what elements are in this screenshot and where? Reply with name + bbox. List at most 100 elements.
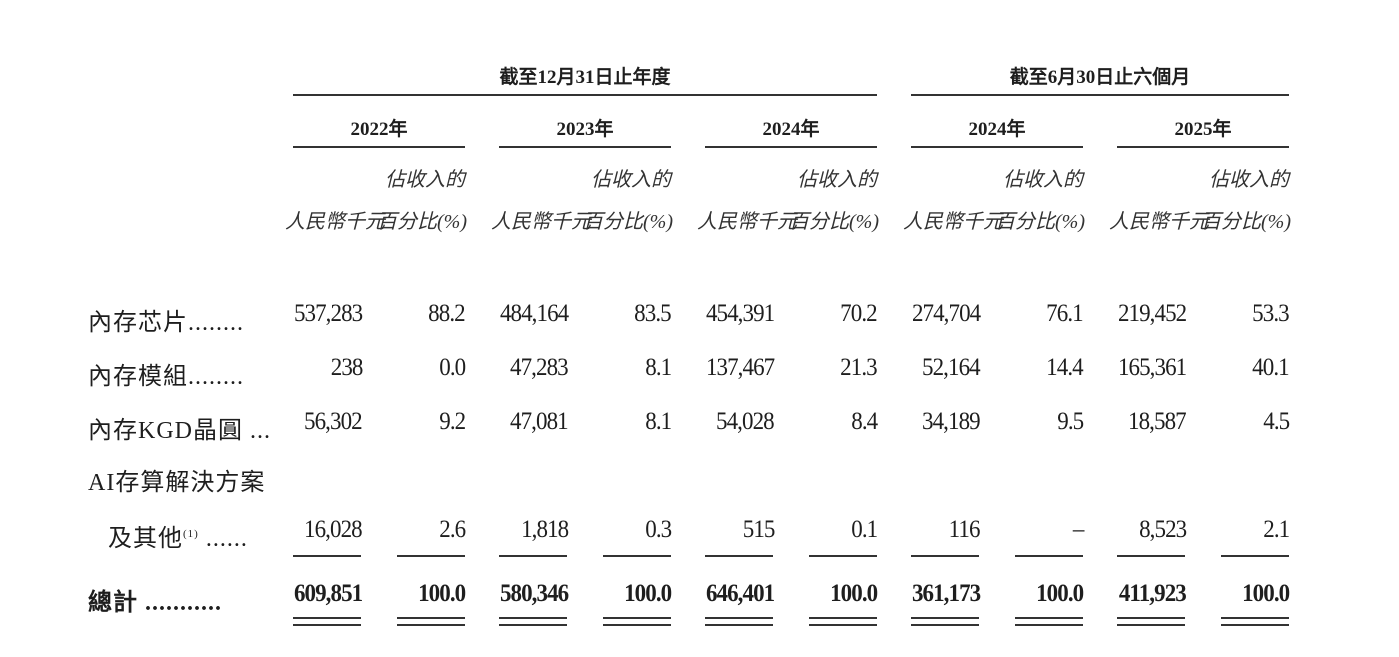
rmb-value: 116: [949, 516, 981, 543]
row-label: 內存KGD晶圓 ...: [88, 418, 271, 444]
pct-header-line2: 百分比(%): [583, 211, 673, 233]
total-double-rule: [809, 617, 877, 619]
subtotal-rule: [603, 555, 671, 557]
subtotal-rule: [1221, 555, 1289, 557]
total-double-rule: [397, 617, 465, 619]
pct-value: 9.2: [439, 408, 466, 435]
rmb-value: 361,173: [911, 580, 981, 607]
pct-value: 8.1: [645, 408, 672, 435]
rmb-value: 484,164: [499, 300, 569, 327]
row-label: 總計 ...........: [88, 590, 222, 616]
total-double-rule: [603, 617, 671, 619]
pct-value: 0.3: [645, 516, 672, 543]
subtotal-rule: [911, 555, 979, 557]
rmb-value: 47,081: [510, 408, 569, 435]
rmb-value: 537,283: [293, 300, 363, 327]
rmb-value: 16,028: [304, 516, 363, 543]
subtotal-rule: [705, 555, 773, 557]
rmb-value: 454,391: [705, 300, 775, 327]
rmb-value: 580,346: [499, 580, 569, 607]
rmb-value: 137,467: [705, 354, 775, 381]
total-double-rule: [397, 624, 465, 626]
divider: [911, 146, 1083, 148]
pct-value: 88.2: [428, 300, 465, 327]
rmb-header: 人民幣千元: [1109, 211, 1209, 233]
subtotal-rule: [1117, 555, 1185, 557]
label-text: 及其他: [108, 526, 183, 552]
group-header-half: 截至6月30日止六個月: [1009, 67, 1191, 88]
total-double-rule: [293, 617, 361, 619]
rmb-value: 54,028: [716, 408, 775, 435]
total-double-rule: [499, 624, 567, 626]
pct-value: 40.1: [1252, 354, 1289, 381]
row-label-cont: 及其他(1) ......: [108, 518, 248, 553]
pct-value: 53.3: [1252, 300, 1289, 327]
pct-header-line1: 佔收入的: [797, 169, 877, 191]
rmb-header: 人民幣千元: [285, 211, 385, 233]
pct-value: 8.1: [645, 354, 672, 381]
pct-value: 8.4: [851, 408, 878, 435]
rmb-value: 34,189: [922, 408, 981, 435]
rmb-value: 238: [330, 354, 363, 381]
pct-header-line2: 百分比(%): [789, 211, 879, 233]
total-double-rule: [705, 624, 773, 626]
pct-header-line1: 佔收入的: [385, 169, 465, 191]
rmb-value: 219,452: [1117, 300, 1187, 327]
rmb-value: 47,283: [510, 354, 569, 381]
pct-value: 14.4: [1046, 354, 1083, 381]
rmb-value: 52,164: [922, 354, 981, 381]
pct-value: 83.5: [634, 300, 671, 327]
pct-value: 100.0: [417, 580, 466, 607]
rmb-header: 人民幣千元: [903, 211, 1003, 233]
pct-header-line1: 佔收入的: [591, 169, 671, 191]
leader-dots: ......: [198, 526, 248, 552]
pct-value: 2.1: [1263, 516, 1290, 543]
total-double-rule: [293, 624, 361, 626]
pct-value: 21.3: [840, 354, 877, 381]
pct-value: 0.1: [851, 516, 878, 543]
total-double-rule: [1015, 617, 1083, 619]
rmb-value: 411,923: [1118, 580, 1187, 607]
footnote-marker: (1): [183, 528, 199, 540]
pct-header-line1: 佔收入的: [1209, 169, 1289, 191]
pct-value: 2.6: [439, 516, 466, 543]
rmb-value: 274,704: [911, 300, 981, 327]
divider: [1117, 146, 1289, 148]
rmb-value: 515: [742, 516, 775, 543]
group-header-year: 截至12月31日止年度: [499, 67, 671, 88]
pct-header-line2: 百分比(%): [1201, 211, 1291, 233]
rmb-value: 8,523: [1138, 516, 1187, 543]
period-header: 2024年: [762, 119, 820, 140]
total-double-rule: [705, 617, 773, 619]
divider: [293, 146, 465, 148]
pct-value: 4.5: [1263, 408, 1290, 435]
divider: [911, 94, 1289, 96]
subtotal-rule: [1015, 555, 1083, 557]
rmb-value: 609,851: [293, 580, 363, 607]
total-double-rule: [809, 624, 877, 626]
pct-value: 100.0: [1241, 580, 1290, 607]
subtotal-rule: [293, 555, 361, 557]
row-label: 內存模組........: [88, 364, 244, 390]
pct-header-line1: 佔收入的: [1003, 169, 1083, 191]
rmb-header: 人民幣千元: [697, 211, 797, 233]
rmb-value: 165,361: [1117, 354, 1187, 381]
total-double-rule: [603, 624, 671, 626]
period-header: 2022年: [350, 119, 408, 140]
subtotal-rule: [499, 555, 567, 557]
period-header: 2024年: [968, 119, 1026, 140]
pct-header-line2: 百分比(%): [995, 211, 1085, 233]
total-double-rule: [1117, 617, 1185, 619]
total-double-rule: [1221, 617, 1289, 619]
pct-value: 100.0: [1035, 580, 1084, 607]
divider: [705, 146, 877, 148]
pct-value: –: [1072, 516, 1083, 543]
rmb-value: 1,818: [520, 516, 569, 543]
rmb-value: 646,401: [705, 580, 775, 607]
pct-value: 70.2: [840, 300, 877, 327]
pct-value: 100.0: [623, 580, 672, 607]
total-double-rule: [1117, 624, 1185, 626]
divider: [293, 94, 877, 96]
total-double-rule: [499, 617, 567, 619]
